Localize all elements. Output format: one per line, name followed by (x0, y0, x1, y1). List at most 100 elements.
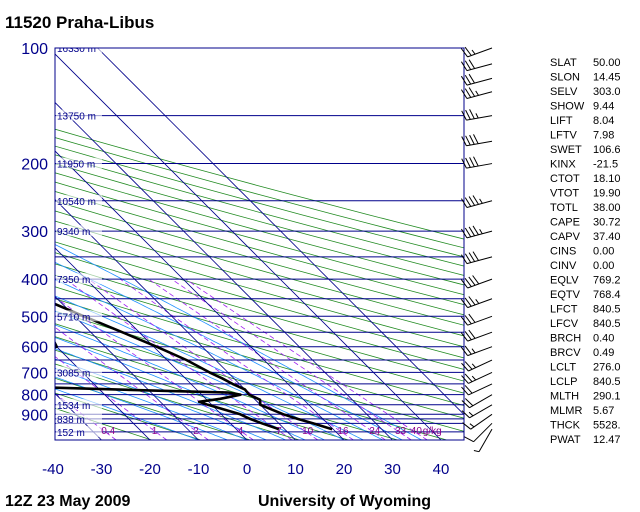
temperature-tick-label: 10 (287, 461, 304, 478)
height-label-bg (56, 425, 102, 437)
wind-barb (460, 87, 493, 99)
stability-indices: SLAT 50.00 SLON 14.45 SELV 303.0 SHOW 9.44 LIFT 8… (550, 57, 621, 446)
index-value: 276.0 (593, 362, 621, 374)
dry-adiabat-line (55, 336, 398, 440)
dry-adiabat-line (55, 191, 464, 306)
wind-barb-feather (462, 422, 472, 430)
height-label: 1534 m (57, 401, 90, 412)
mixing-ratio-label: 40 (411, 426, 423, 437)
wind-barb-feather (472, 225, 479, 236)
mixing-ratio-label: 33 (395, 426, 407, 437)
wind-barb-feather (460, 332, 469, 342)
wind-barb-feather (468, 276, 476, 286)
index-name: CAPE (550, 217, 580, 229)
index-name: THCK (550, 420, 581, 432)
wind-barb-feather (472, 275, 480, 285)
wind-barb-feather (460, 346, 469, 356)
index-value: 106.6 (593, 144, 621, 156)
dry-adiabat-line (55, 200, 464, 316)
index-name: LIFT (550, 115, 573, 127)
isotherm-line (55, 53, 442, 440)
moist-adiabat-line (55, 261, 403, 440)
dry-adiabat-line (55, 172, 464, 286)
wind-barb-feather (464, 436, 474, 443)
wind-barb-feather (461, 375, 469, 384)
isotherm-line (97, 48, 464, 416)
index-value: 290.1 (593, 391, 621, 403)
wind-barb-feather (461, 400, 470, 409)
wind-barb (462, 413, 493, 430)
dry-adiabat-line (55, 154, 464, 267)
wind-barb (461, 134, 493, 147)
mixing-ratio-label: 0.4 (101, 426, 115, 437)
index-name: LFTV (550, 130, 578, 142)
height-label: 3085 m (57, 368, 90, 379)
wind-barb-feather (472, 251, 479, 261)
height-label: 11950 m (57, 160, 95, 171)
wind-barb-feather (468, 73, 476, 84)
index-name: MLTH (550, 391, 579, 403)
pressure-tick-label: 500 (21, 309, 48, 326)
wind-barb-staff (467, 315, 493, 326)
wind-barb-staff (478, 428, 493, 452)
index-name: SLON (550, 72, 580, 84)
wind-barb-feather (460, 89, 468, 99)
wind-barb-feather (464, 278, 472, 287)
index-name: CINV (550, 260, 577, 272)
temperature-tick-label: -30 (91, 461, 113, 478)
wind-barb-staff (466, 163, 493, 169)
pressure-tick-label: 900 (21, 407, 48, 424)
wind-barb-feather (465, 157, 471, 168)
wind-barb-feather (465, 109, 471, 120)
moist-adiabat-line (55, 310, 345, 440)
index-name: BRCH (550, 333, 581, 345)
isotherm-line (55, 295, 199, 440)
wind-barb-feather (468, 59, 476, 69)
index-value: 7.98 (593, 130, 614, 142)
height-label-bg (56, 109, 102, 121)
mixing-ratio-label: 7 (276, 426, 282, 437)
height-label-bg (56, 366, 102, 378)
wind-barb-feather (468, 226, 476, 237)
wind-barb-feather (464, 345, 472, 355)
height-label-bg (56, 225, 102, 237)
dry-adiabat-line (55, 163, 464, 276)
wind-barb (464, 422, 493, 443)
index-value: 840.5 (593, 376, 621, 388)
height-label-bg (56, 310, 102, 322)
wind-barb-feather (468, 252, 476, 262)
height-label-bg (56, 273, 102, 285)
height-label-bg (56, 48, 102, 53)
pressure-axis: 100 200 300 400 500 600 700 800 900 (21, 41, 48, 424)
wind-barb-feather (464, 315, 472, 325)
wind-barb-staff (469, 404, 493, 419)
wind-barb-staff (470, 413, 493, 430)
wind-barb-staff (466, 256, 493, 265)
wind-barb (460, 73, 493, 86)
index-value: 8.04 (593, 115, 614, 127)
wind-barb-feather (460, 198, 468, 208)
station-title: 11520 Praha-Libus (5, 13, 154, 32)
height-label: 152 m (57, 428, 85, 439)
wind-barb-half-feather (475, 299, 480, 304)
mixing-ratio-label: 16 (337, 426, 349, 437)
wind-barb-feather (460, 228, 468, 239)
wind-barb-feather (464, 197, 472, 207)
index-value: 5528. (593, 420, 621, 432)
wind-barb (460, 329, 493, 342)
mixing-ratio-label: g/kg (423, 426, 442, 437)
index-value: 840.5 (593, 304, 621, 316)
wind-barb-half-feather (471, 363, 477, 369)
temperature-axis: -40 -30 -20 -10 0 10 20 30 40 (42, 461, 449, 478)
wind-barb-feather (464, 373, 473, 383)
wind-barb-feather (460, 48, 469, 58)
dry-adiabat-line (55, 220, 464, 337)
wind-barb-feather (460, 254, 468, 264)
wind-barb-feather (461, 136, 467, 147)
moist-adiabat-line (55, 388, 199, 440)
index-name: BRCV (550, 347, 581, 359)
dry-adiabat-line (55, 210, 464, 326)
wind-barb-feather (469, 157, 475, 167)
plot-frame (54, 47, 465, 441)
